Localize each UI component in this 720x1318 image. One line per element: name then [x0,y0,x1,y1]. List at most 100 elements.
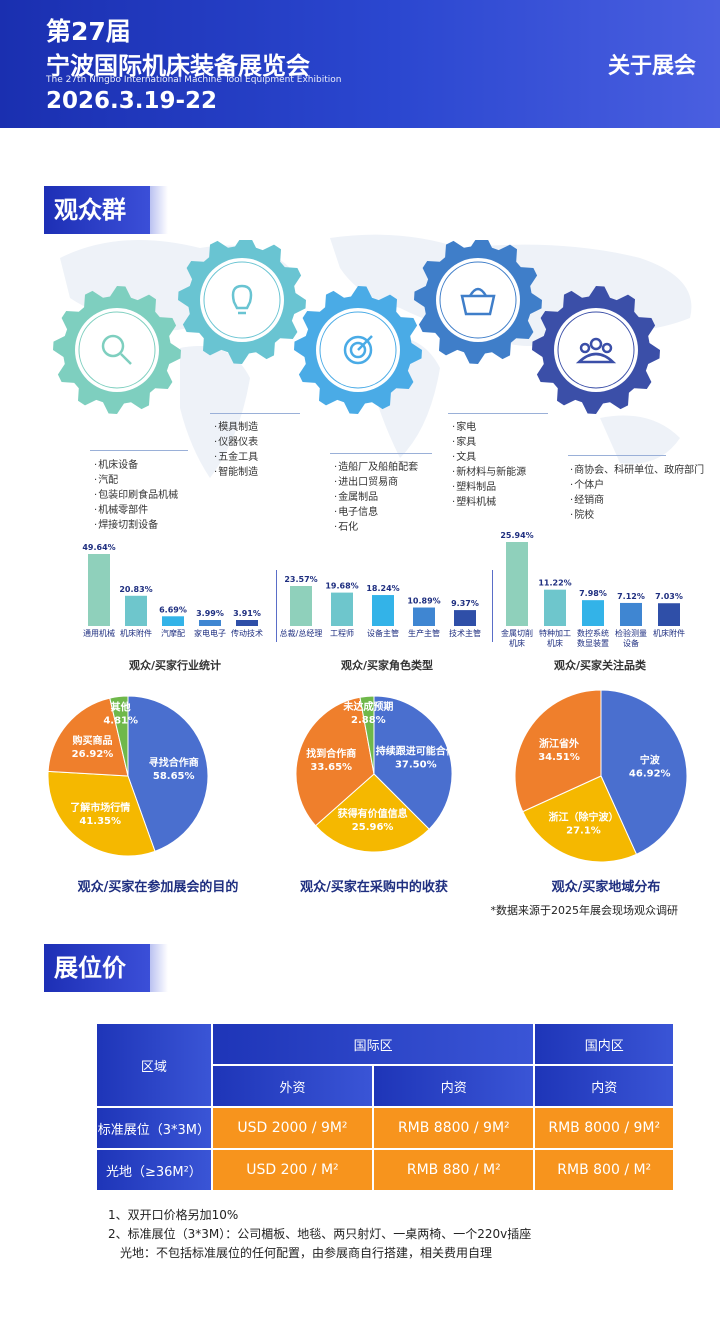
category-item: 汽配 [94,473,178,488]
bar-category-label: 通用机械 [83,628,115,638]
bar-value-label: 7.98% [579,589,607,598]
category-item: 电子信息 [334,505,418,520]
category-item: 文具 [452,450,526,465]
price-cell: USD 200 / M² [212,1150,373,1190]
bar-chart-title-3: 观众/买家关注品类 [553,659,647,672]
magnifier-icon [101,334,132,365]
bar [620,602,642,626]
bar-category-label: 家电电子 [194,628,226,638]
bar-value-label: 49.64% [82,543,115,552]
category-item: 造船厂及船舶配套 [334,460,418,475]
price-cell: RMB 800 / M² [535,1150,673,1190]
bar [199,620,221,626]
bar [506,542,528,626]
category-item: 经销商 [570,493,704,508]
category-item: 塑料制品 [452,480,526,495]
chart-separator [492,570,493,642]
note-line: 1、双开口价格另加10% [108,1208,239,1222]
bar [236,620,258,626]
bar-value-label: 6.69% [159,605,187,614]
pie-slice-value: 33.65% [310,762,352,773]
target-icon [343,335,373,365]
intl-zone-header: 国际区 [212,1024,534,1064]
exhibition-date: 2026.3.19-22 [46,88,218,114]
pie-slice [600,690,688,856]
bar-value-label: 7.03% [655,592,683,601]
domestic-capital-header-2: 内资 [535,1066,673,1106]
bar-category-label: 传动技术 [231,628,263,638]
table-row: 光地（≥36M²） USD 200 / M² RMB 880 / M² RMB … [97,1150,673,1190]
category-item: 家具 [452,435,526,450]
bar-value-label: 20.83% [119,585,152,594]
exhibition-title: 宁波国际机床装备展览会 [46,52,310,80]
pie-slice [314,773,430,853]
bar-category-label: 总裁/总经理 [280,628,323,638]
category-item: 五金工具 [214,450,258,465]
bar [88,554,110,626]
pie-slice [514,690,602,813]
category-item: 模具制造 [214,420,258,435]
category-divider [330,453,432,454]
bar [454,610,476,626]
bar [413,607,435,626]
pie-slice-value: 27.1% [566,826,601,837]
audience-gears [40,240,720,440]
gear [178,240,306,364]
bar-value-label: 25.94% [500,531,533,540]
gear [53,286,181,414]
pie-slice-value: 41.35% [79,816,121,827]
bar [658,603,680,626]
category-item: 仪器仪表 [214,435,258,450]
pie-slice-value: 34.51% [538,752,580,763]
pie-slice [373,695,453,830]
pie-slice-name: 浙江省外 [539,737,579,750]
bar [125,595,147,626]
pie-slice-name: 购买商品 [72,734,112,747]
pie-chart-title-2: 观众/买家在采购中的收获 [300,880,448,895]
price-cell: RMB 8800 / 9M² [374,1108,534,1148]
pie-slice [295,696,375,827]
bar-category-label: 机床附件 [653,628,685,638]
bar-charts: 49.64% 通用机械 20.83% 机床附件 6.69% 汽摩配 3.99% 家电电子 3.9… [82,531,685,648]
bar-category-label: 汽摩配 [161,628,185,638]
region-header: 区域 [97,1024,211,1106]
category-item: 智能制造 [214,465,258,480]
edition-label: 第27届 [46,17,131,46]
pie-slice [522,775,638,863]
basket-icon [460,287,496,316]
domestic-capital-header: 内资 [374,1066,534,1106]
category-divider [448,413,548,414]
price-table: 区域 国际区 国内区 外资 内资 内资 标准展位（3*3M） USD 2000 … [95,1022,675,1192]
bar-category-label: 特种加工 [539,628,571,638]
bar-category-label: 设备主管 [367,628,399,638]
pie-slice-name: 获得有价值信息 [337,807,408,820]
bar-value-label: 3.99% [196,609,224,618]
bar [290,586,312,626]
category-list-5: 商协会、科研单位、政府部门 个体户 经销商 院校 [570,463,704,523]
pie-slice-value: 2.88% [351,715,386,726]
bar-value-label: 9.37% [451,599,479,608]
bar-chart-title-2: 观众/买家角色类型 [340,659,434,672]
category-item: 个体户 [570,478,704,493]
pie-slice-name: 持续跟进可能合作 [376,745,456,758]
pie-slice-value: 46.92% [629,768,671,779]
bar-category-label: 数控系统 [577,628,609,638]
pie-slice-name: 浙江（除宁波） [548,811,618,824]
bar-value-label: 18.24% [366,584,399,593]
category-item: 新材料与新能源 [452,465,526,480]
pie-slice-name: 寻找合作商 [149,756,199,769]
row-label: 光地（≥36M²） [97,1150,211,1190]
category-item: 机床设备 [94,458,178,473]
bar-category-label: 检验测量 [615,628,647,638]
note-line: 光地：不包括标准展位的任何配置，由参展商自行搭建，相关费用自理 [120,1246,493,1260]
category-item: 焊接切割设备 [94,518,178,533]
category-divider [90,450,188,451]
price-cell: RMB 880 / M² [374,1150,534,1190]
pie-chart-title-1: 观众/买家在参加展会的目的 [77,880,239,895]
bar-value-label: 10.89% [407,597,440,606]
pie-slice-value: 26.92% [72,749,114,760]
pie-slice [47,697,129,777]
pie-slice [47,770,156,857]
category-item: 石化 [334,520,418,535]
bar [544,589,566,626]
